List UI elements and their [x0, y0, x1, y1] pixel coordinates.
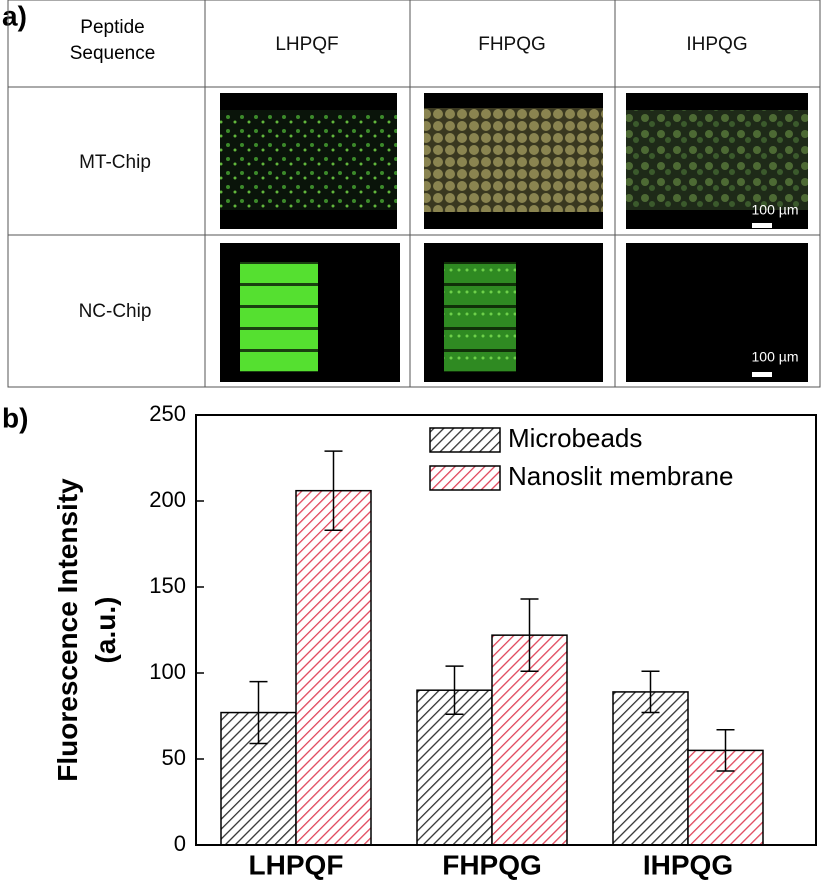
error-bar [520, 598, 539, 673]
y-tick-label: 100 [149, 659, 186, 684]
error-bar [716, 729, 735, 772]
bar [612, 691, 689, 846]
row-label: MT-Chip [79, 152, 151, 173]
header-text: IHPQG [686, 34, 747, 55]
row-label: NC-Chip [79, 301, 152, 322]
header-text: FHPQG [478, 34, 546, 55]
y-tick-label: 50 [162, 745, 186, 770]
bar [416, 689, 493, 846]
error-bar [324, 450, 343, 531]
header-text: LHPQF [275, 34, 338, 55]
legend-swatch [429, 465, 501, 491]
table-border [7, 0, 821, 388]
scale-bar [752, 372, 772, 377]
y-axis-label-line: (a.u.) [90, 597, 121, 664]
error-bar [445, 665, 464, 716]
legend-label: Microbeads [508, 423, 642, 453]
micrograph-texture [220, 110, 397, 210]
x-tick-label: IHPQG [643, 849, 733, 880]
error-bar [249, 680, 268, 745]
y-tick-label: 0 [174, 831, 186, 856]
micrograph-texture [626, 110, 808, 210]
y-axis-label: Fluorescence Intensity (a.u.) [52, 478, 121, 782]
micrograph [626, 243, 808, 382]
micrograph-texture [240, 262, 318, 372]
bar [295, 489, 372, 846]
x-tick-label: LHPQF [249, 849, 344, 880]
scale-bar-label: 100 µm [752, 202, 799, 218]
micrograph-texture [424, 108, 603, 212]
scale-bar-label: 100 µm [752, 349, 799, 365]
panel-a: a) Peptide Sequence LHPQF FHPQG IHPQG MT… [2, 0, 821, 388]
header-text: Peptide Sequence [69, 17, 156, 64]
y-tick-label: 200 [149, 487, 186, 512]
panel-label: a) [2, 0, 27, 31]
y-tick-label: 250 [149, 401, 186, 426]
y-axis-label-line: Fluorescence Intensity [52, 478, 83, 782]
panel-b: 0 50 100 150 200 250 Fluorescence Intensity (a.… [52, 401, 817, 880]
panel-label: b) [2, 402, 28, 433]
scale-bar [752, 223, 772, 228]
error-bar [641, 670, 660, 714]
micrograph-texture [444, 262, 516, 372]
plot-frame [195, 414, 817, 846]
x-tick-label: FHPQG [442, 849, 542, 880]
legend-label: Nanoslit membrane [508, 461, 733, 491]
header-cell: Peptide Sequence [69, 17, 156, 64]
y-tick-label: 150 [149, 573, 186, 598]
legend-swatch [429, 427, 501, 453]
